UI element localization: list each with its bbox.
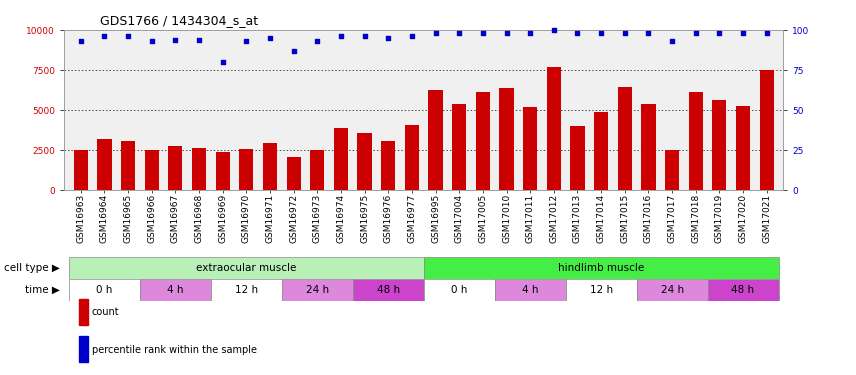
Bar bbox=[69, 257, 424, 279]
Text: 48 h: 48 h bbox=[732, 285, 755, 295]
Point bbox=[145, 38, 158, 44]
Point bbox=[665, 38, 679, 44]
Bar bbox=[424, 279, 495, 301]
Point bbox=[240, 38, 253, 44]
Bar bbox=[145, 150, 159, 190]
Bar bbox=[79, 299, 88, 325]
Point bbox=[358, 33, 372, 39]
Bar bbox=[665, 150, 679, 190]
Point bbox=[192, 37, 205, 43]
Bar bbox=[452, 104, 467, 190]
Bar bbox=[353, 279, 424, 301]
Bar bbox=[712, 100, 727, 190]
Bar bbox=[708, 279, 778, 301]
Text: GDS1766 / 1434304_s_at: GDS1766 / 1434304_s_at bbox=[100, 15, 259, 27]
Bar bbox=[736, 106, 750, 190]
Bar bbox=[476, 92, 490, 190]
Text: hindlimb muscle: hindlimb muscle bbox=[558, 263, 645, 273]
Bar bbox=[688, 92, 703, 190]
Text: 0 h: 0 h bbox=[451, 285, 467, 295]
Point bbox=[571, 30, 585, 36]
Text: 0 h: 0 h bbox=[96, 285, 113, 295]
Point bbox=[334, 33, 348, 39]
Bar bbox=[69, 279, 140, 301]
Bar bbox=[499, 88, 514, 190]
Bar bbox=[429, 90, 443, 190]
Bar bbox=[74, 150, 88, 190]
Bar bbox=[211, 279, 282, 301]
Point bbox=[618, 30, 632, 36]
Text: 4 h: 4 h bbox=[167, 285, 184, 295]
Point bbox=[476, 30, 490, 36]
Point bbox=[311, 38, 324, 44]
Point bbox=[169, 37, 182, 43]
Point bbox=[405, 33, 419, 39]
Bar bbox=[424, 257, 778, 279]
Point bbox=[287, 48, 300, 54]
Point bbox=[429, 30, 443, 36]
Point bbox=[523, 30, 537, 36]
Text: time ▶: time ▶ bbox=[25, 285, 60, 295]
Bar bbox=[547, 67, 561, 190]
Bar bbox=[98, 139, 111, 190]
Bar bbox=[405, 125, 419, 190]
Bar bbox=[618, 87, 632, 190]
Text: extraocular muscle: extraocular muscle bbox=[196, 263, 296, 273]
Point bbox=[500, 30, 514, 36]
Bar bbox=[79, 336, 88, 362]
Text: 24 h: 24 h bbox=[661, 285, 684, 295]
Point bbox=[689, 30, 703, 36]
Bar bbox=[381, 141, 395, 190]
Point bbox=[74, 38, 87, 44]
Bar bbox=[310, 150, 324, 190]
Bar bbox=[140, 279, 211, 301]
Bar bbox=[570, 126, 585, 190]
Text: 12 h: 12 h bbox=[235, 285, 258, 295]
Bar bbox=[594, 112, 609, 190]
Point bbox=[452, 30, 466, 36]
Text: count: count bbox=[92, 308, 119, 318]
Bar bbox=[495, 279, 566, 301]
Bar bbox=[282, 279, 353, 301]
Point bbox=[122, 33, 135, 39]
Text: 48 h: 48 h bbox=[377, 285, 400, 295]
Bar bbox=[263, 143, 277, 190]
Bar bbox=[334, 128, 348, 190]
Text: 4 h: 4 h bbox=[522, 285, 538, 295]
Bar bbox=[566, 279, 637, 301]
Point bbox=[547, 27, 561, 33]
Bar bbox=[641, 104, 656, 190]
Point bbox=[216, 59, 229, 65]
Point bbox=[594, 30, 608, 36]
Bar bbox=[523, 107, 538, 190]
Bar bbox=[121, 141, 135, 190]
Bar bbox=[287, 157, 300, 190]
Text: percentile rank within the sample: percentile rank within the sample bbox=[92, 345, 257, 355]
Bar bbox=[759, 70, 774, 190]
Point bbox=[382, 35, 395, 41]
Bar bbox=[239, 149, 253, 190]
Bar bbox=[192, 148, 206, 190]
Point bbox=[712, 30, 726, 36]
Bar bbox=[216, 152, 229, 190]
Bar bbox=[358, 133, 372, 190]
Point bbox=[736, 30, 750, 36]
Bar bbox=[637, 279, 708, 301]
Point bbox=[760, 30, 774, 36]
Text: 24 h: 24 h bbox=[306, 285, 329, 295]
Bar bbox=[169, 146, 182, 190]
Point bbox=[263, 35, 276, 41]
Text: 12 h: 12 h bbox=[590, 285, 613, 295]
Text: cell type ▶: cell type ▶ bbox=[4, 263, 60, 273]
Point bbox=[98, 33, 111, 39]
Point bbox=[641, 30, 655, 36]
